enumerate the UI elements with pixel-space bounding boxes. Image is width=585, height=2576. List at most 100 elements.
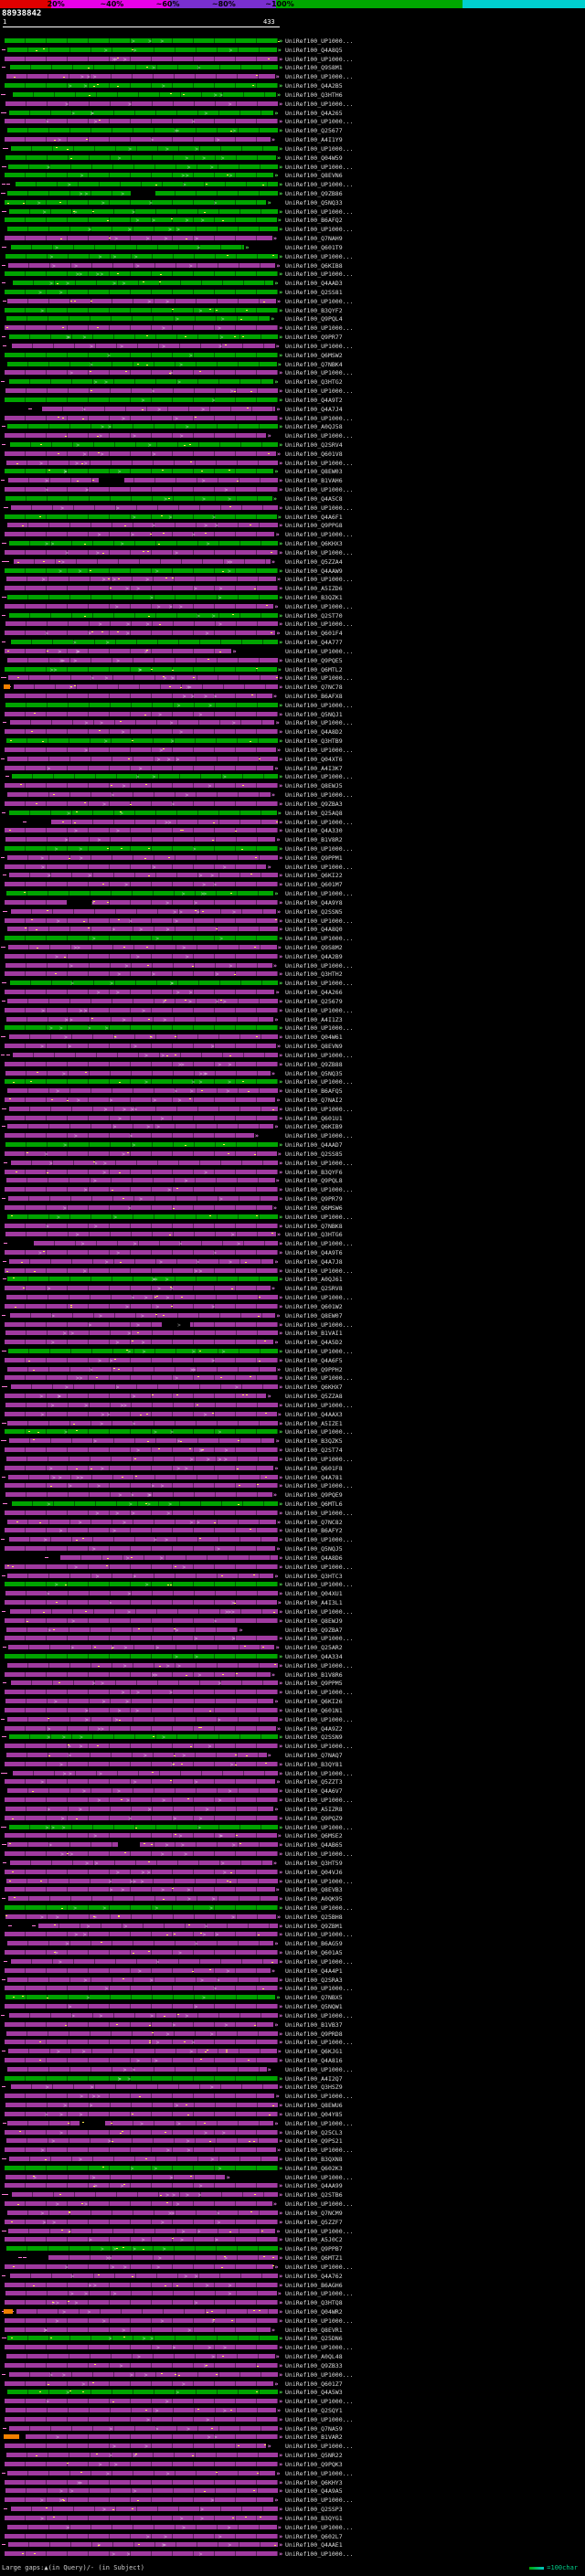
hit-label[interactable]: UniRef100_Q4A8D6 (285, 1553, 343, 1562)
hit-label[interactable]: UniRef100_Q04XT6 (285, 755, 343, 763)
hit-label[interactable]: UniRef100_Q4A8Q0 (285, 926, 343, 934)
hit-bar[interactable] (7, 1896, 278, 1902)
hit-bar[interactable] (5, 2497, 274, 2503)
hit-label[interactable]: UniRef100_Q6KIB9 (285, 1123, 343, 1131)
hit-label[interactable]: UniRef100_Q6MSW6 (285, 1203, 343, 1212)
hit-label[interactable]: UniRef100_B1VB37 (285, 2020, 343, 2029)
hit-bar[interactable] (5, 1878, 278, 1883)
hit-bar[interactable] (12, 1052, 278, 1057)
hit-bar[interactable] (7, 1196, 278, 1202)
hit-bar[interactable] (4, 800, 278, 806)
hit-label[interactable]: UniRef100_UP1000... (285, 1240, 354, 1248)
hit-label[interactable]: UniRef100_Q9PRD8 (285, 2030, 343, 2038)
hit-bar[interactable] (7, 164, 278, 169)
hit-label[interactable]: UniRef100_UP1000... (285, 1348, 354, 1356)
hit-bar[interactable] (5, 2488, 278, 2494)
hit-label[interactable]: UniRef100_Q601M7 (285, 881, 343, 889)
hit-label[interactable]: UniRef100_Q4A9Z2 (285, 1724, 343, 1733)
hit-label[interactable]: UniRef100_Q2SRV4 (285, 440, 343, 449)
hit-label[interactable]: UniRef100_Q25CL3 (285, 2128, 343, 2136)
hit-label[interactable]: UniRef100_UP1000... (285, 1267, 354, 1275)
hit-label[interactable]: UniRef100_Q601F4 (285, 630, 343, 638)
hit-bar[interactable] (11, 504, 278, 510)
hit-label[interactable]: UniRef100_Q4A4P1 (285, 1966, 343, 1975)
hit-label[interactable]: UniRef100_Q04WR2 (285, 2307, 343, 2316)
hit-label[interactable]: UniRef100_UP1000... (285, 1797, 354, 1805)
hit-bar[interactable] (5, 1744, 278, 1749)
hit-bar[interactable] (4, 1833, 277, 1839)
hit-label[interactable]: UniRef100_Q7NAI2 (285, 1097, 343, 1104)
hit-label[interactable]: UniRef100_UP1000... (285, 2523, 354, 2531)
hit-label[interactable]: UniRef100_UP1000... (285, 980, 354, 988)
hit-label[interactable]: UniRef100_Q9PR77 (285, 334, 343, 342)
hit-bar[interactable] (4, 199, 267, 205)
hit-bar[interactable] (4, 1869, 278, 1874)
hit-bar[interactable] (6, 523, 278, 528)
hit-bar[interactable] (5, 271, 278, 277)
hit-bar[interactable] (10, 2507, 278, 2512)
hit-bar[interactable] (4, 415, 278, 420)
hit-bar[interactable] (5, 1330, 278, 1336)
hit-label[interactable]: UniRef100_Q4AAE1 (285, 2541, 343, 2549)
hit-label[interactable]: UniRef100_UP1000... (285, 37, 354, 45)
hit-bar[interactable] (5, 154, 276, 160)
hit-bar[interactable] (7, 998, 278, 1003)
hit-bar[interactable] (5, 2138, 278, 2144)
hit-bar[interactable] (4, 1133, 254, 1139)
hit-bar[interactable] (4, 137, 271, 143)
hit-bar[interactable] (4, 567, 278, 573)
hit-label[interactable]: UniRef100_Q4A2B9 (285, 952, 343, 960)
hit-label[interactable]: UniRef100_UP1000... (285, 719, 354, 727)
hit-bar[interactable] (5, 316, 270, 322)
hit-bar[interactable] (6, 2210, 278, 2215)
hit-bar[interactable] (5, 1142, 278, 1148)
hit-label[interactable]: UniRef100_B6AFQ2 (285, 217, 343, 225)
hit-label[interactable]: UniRef100_B6AFX8 (285, 693, 343, 700)
hit-bar[interactable] (11, 145, 278, 151)
hit-label[interactable]: UniRef100_Q4A6V7 (285, 1787, 343, 1796)
hit-label[interactable]: UniRef100_Q9ZB88 (285, 1060, 343, 1068)
hit-bar[interactable] (11, 1384, 278, 1390)
hit-bar[interactable] (4, 648, 232, 653)
hit-label[interactable]: UniRef100_UP1000... (285, 1455, 354, 1463)
hit-label[interactable]: UniRef100_Q9ZBM1 (285, 1922, 343, 1930)
hit-label[interactable]: UniRef100_UP1000... (285, 2227, 354, 2235)
hit-bar[interactable] (6, 1662, 278, 1668)
hit-bar[interactable] (7, 594, 278, 599)
hit-label[interactable]: UniRef100_Q9PPH2 (285, 1365, 343, 1373)
hit-bar[interactable] (5, 1295, 278, 1300)
hit-label[interactable]: UniRef100_Q7NA59 (285, 2424, 343, 2433)
hit-label[interactable]: UniRef100_Q8EVB3 (285, 1886, 343, 1894)
hit-label[interactable]: UniRef100_Q601A5 (285, 1949, 343, 1957)
hit-label[interactable]: UniRef100_Q5NQJ5 (285, 1545, 343, 1553)
hit-label[interactable]: UniRef100_Q3HTC3 (285, 1572, 343, 1580)
hit-bar[interactable] (9, 873, 278, 878)
hit-bar[interactable] (5, 1995, 276, 2000)
hit-label[interactable]: UniRef100_A5IZR8 (285, 1805, 343, 1813)
hit-label[interactable]: UniRef100_B1VAI1 (285, 1330, 343, 1338)
hit-label[interactable]: UniRef100_UP1000... (285, 2443, 354, 2451)
hit-bar[interactable] (4, 1429, 278, 1435)
hit-label[interactable]: UniRef100_UP1000... (285, 2065, 354, 2073)
hit-bar[interactable] (4, 1546, 276, 1552)
hit-bar[interactable] (5, 783, 278, 789)
hit-bar[interactable] (6, 1788, 278, 1794)
hit-label[interactable]: UniRef100_Q25AR2 (285, 1644, 343, 1652)
hit-bar[interactable] (4, 765, 274, 770)
hit-label[interactable]: UniRef100_Q4A5C8 (285, 494, 343, 503)
hit-bar[interactable] (4, 1904, 278, 1910)
hit-label[interactable]: UniRef100_Q4A9T2 (285, 396, 343, 404)
hit-bar[interactable] (8, 1258, 274, 1264)
hit-label[interactable]: UniRef100_Q2SQY1 (285, 2407, 343, 2415)
hit-label[interactable]: UniRef100_Q2SS81 (285, 289, 343, 297)
hit-label[interactable]: UniRef100_Q601Z7 (285, 2380, 343, 2388)
hit-label[interactable]: UniRef100_UP1000... (285, 2370, 354, 2379)
hit-label[interactable]: UniRef100_A0QL48 (285, 2353, 343, 2361)
hit-label[interactable]: UniRef100_Q25AQ8 (285, 809, 343, 817)
hit-label[interactable]: UniRef100_UP1000... (285, 252, 354, 260)
hit-bar[interactable] (6, 128, 278, 133)
hit-label[interactable]: UniRef100_Q04VJ6 (285, 1868, 343, 1876)
hit-bar[interactable] (7, 1420, 278, 1426)
hit-label[interactable]: UniRef100_Q9PR79 (285, 1195, 343, 1203)
hit-label[interactable]: UniRef100_B3QZK1 (285, 593, 343, 601)
